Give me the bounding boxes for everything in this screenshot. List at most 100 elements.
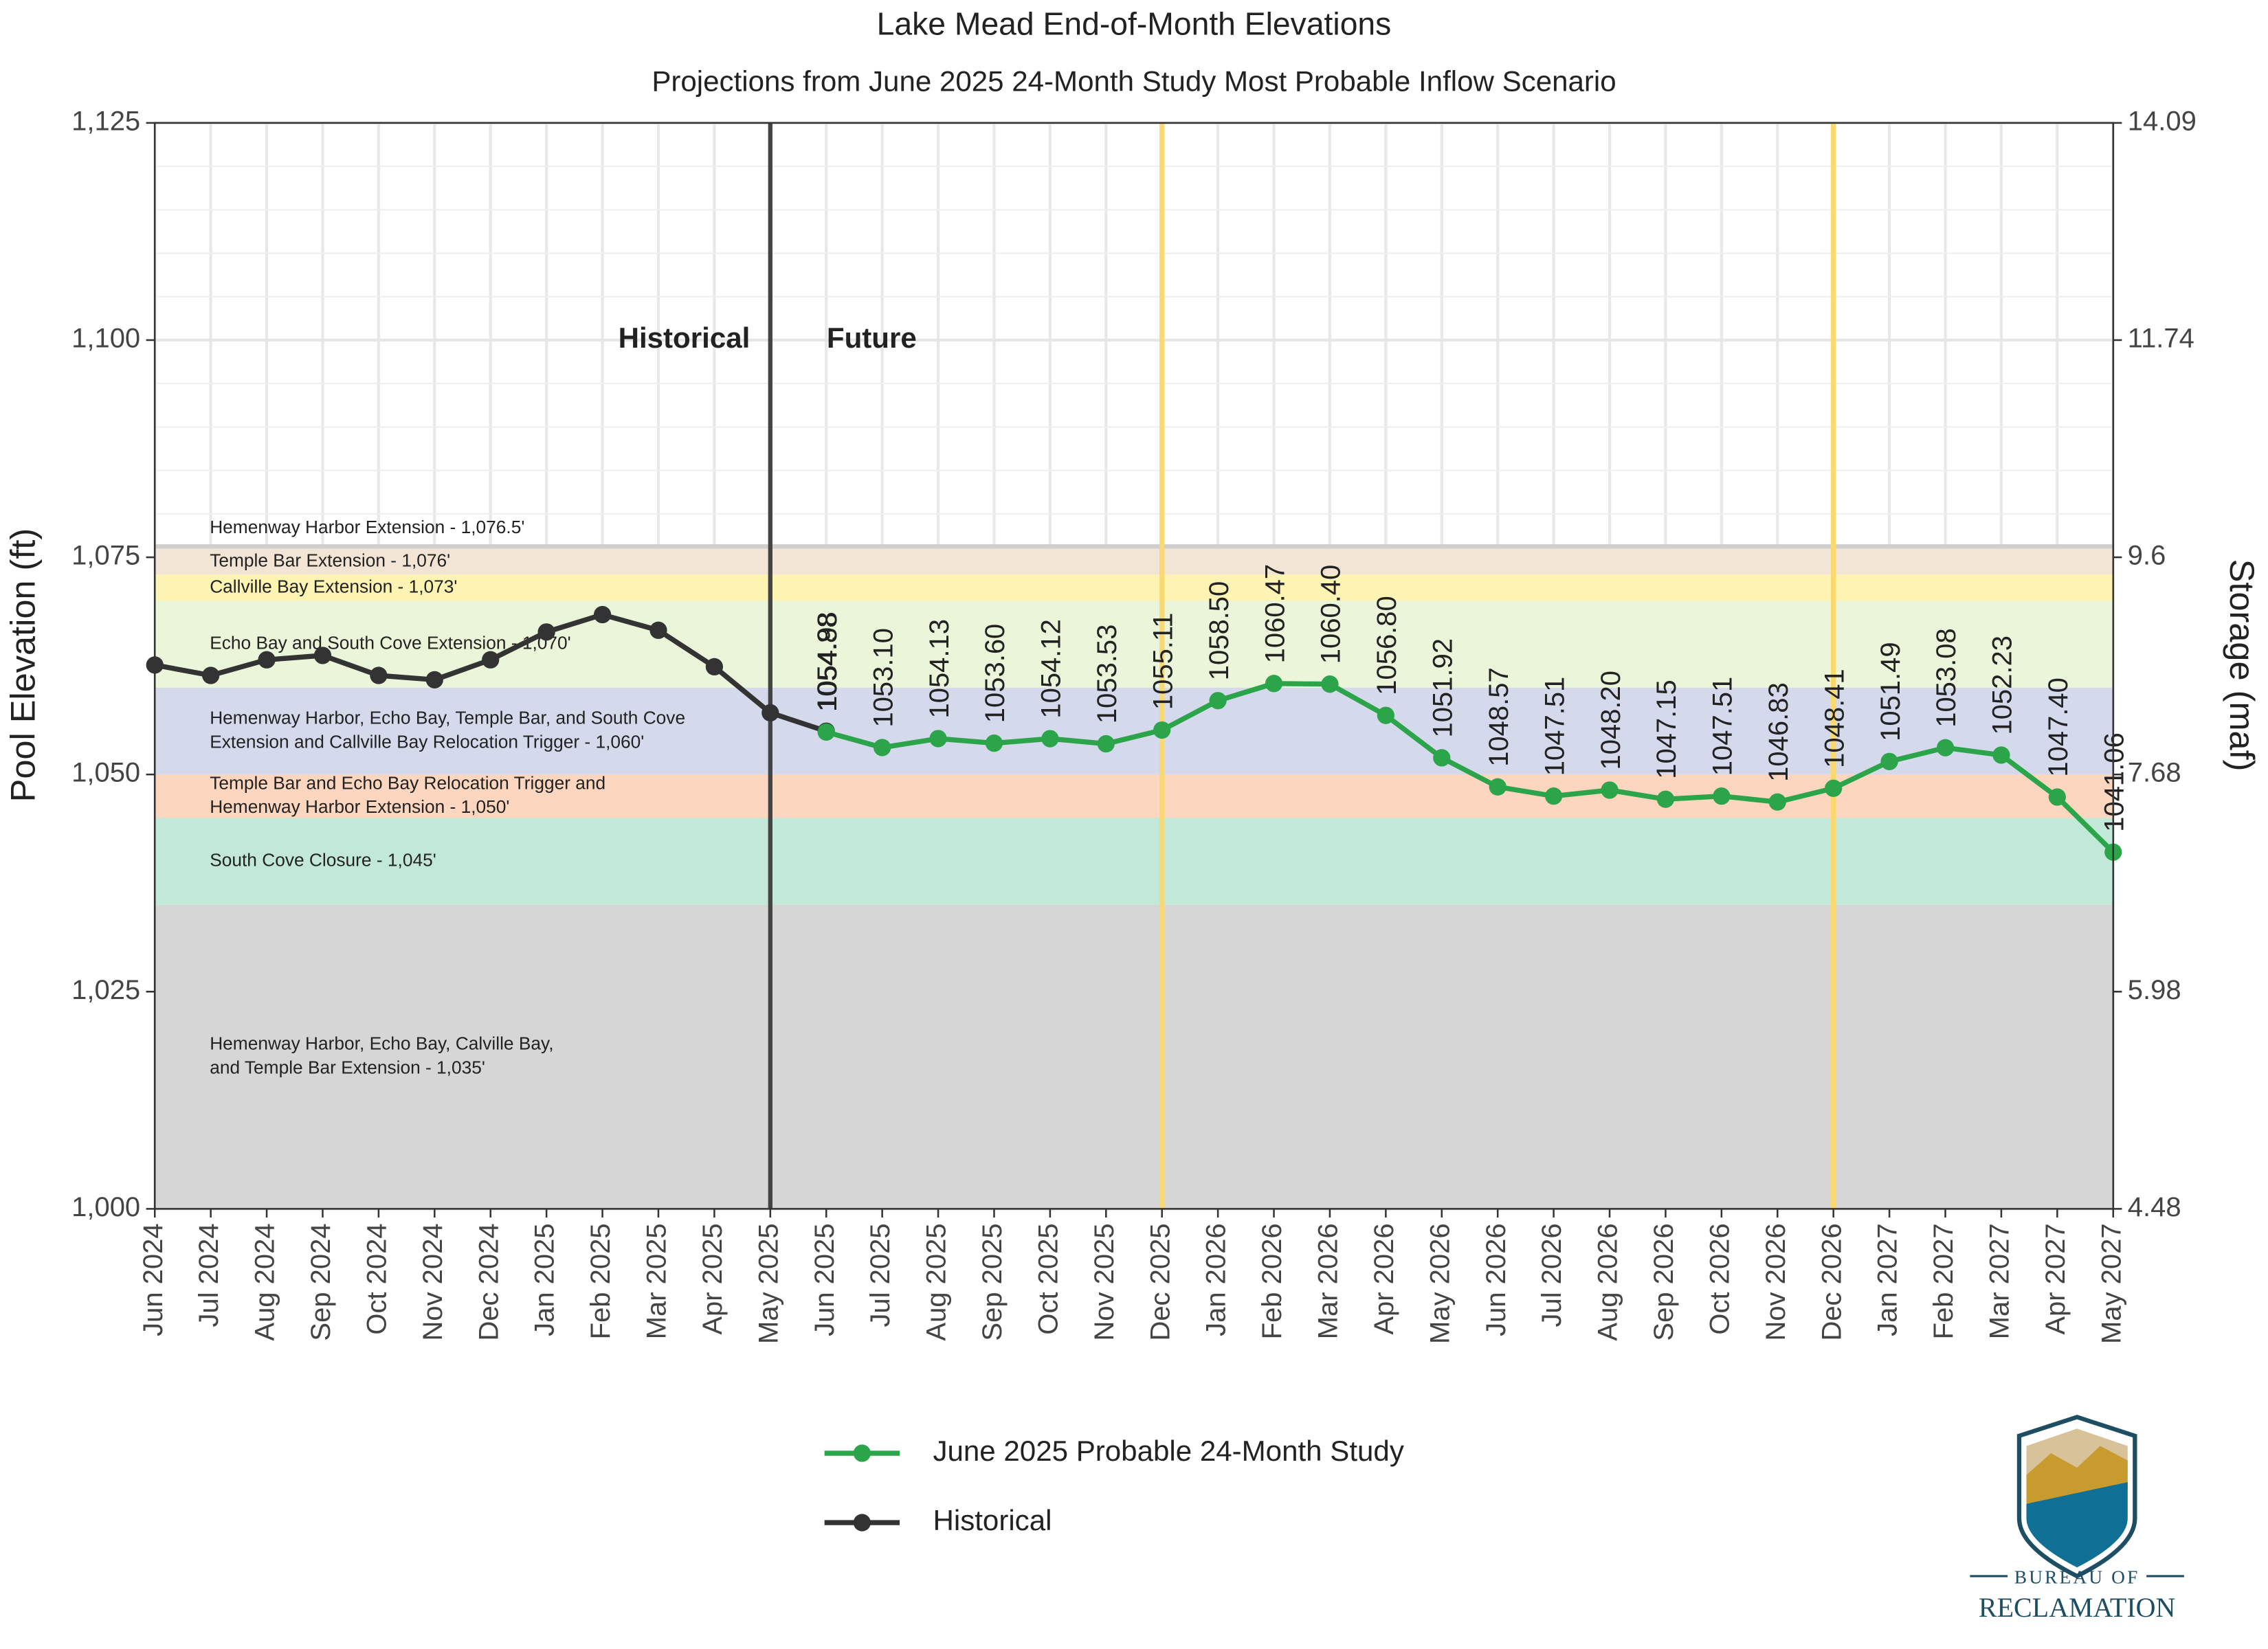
x-tick-label: Nov 2026: [1761, 1223, 1791, 1340]
x-tick-label: Feb 2027: [1928, 1223, 1959, 1339]
x-tick-label: Jul 2024: [194, 1223, 224, 1327]
legend-marker: [853, 1444, 871, 1462]
zone-label: South Cove Closure - 1,045': [210, 850, 436, 871]
data-label: 1046.83: [1764, 682, 1794, 781]
x-tick-label: Aug 2024: [250, 1223, 280, 1340]
series-point: [817, 723, 835, 741]
data-label: 1058.50: [1204, 581, 1234, 680]
series-point: [1713, 787, 1731, 805]
x-tick-label: Aug 2025: [922, 1223, 952, 1340]
x-tick-label: Sep 2024: [306, 1223, 336, 1340]
x-tick-label: Jan 2027: [1873, 1223, 1903, 1336]
y2-tick-label: 7.68: [2128, 758, 2181, 788]
series-point: [1209, 692, 1227, 710]
x-tick-label: Jun 2024: [138, 1223, 168, 1336]
x-tick-label: May 2025: [753, 1223, 783, 1344]
series-line: [825, 681, 2115, 854]
zone-label: Echo Bay and South Cove Extension - 1,07…: [210, 632, 570, 653]
data-label: 1047.51: [1539, 677, 1570, 776]
series-point: [1656, 790, 1675, 808]
x-tick-label: Oct 2024: [362, 1223, 392, 1334]
series-point: [370, 666, 388, 684]
data-label: 1048.41: [1819, 669, 1849, 767]
data-label: 1051.92: [1428, 638, 1458, 737]
data-label: 1054.98: [812, 612, 843, 710]
x-tick-label: Nov 2024: [418, 1223, 448, 1340]
zone-label: Callville Bay Extension - 1,073': [210, 576, 457, 596]
x-tick-label: Apr 2025: [698, 1223, 728, 1334]
series-point: [985, 734, 1003, 752]
series-point: [537, 623, 555, 641]
series-point: [1377, 706, 1394, 724]
y2-axis-label: Storage (maf): [2223, 559, 2262, 772]
series-point: [593, 605, 612, 624]
annotation: Historical: [619, 322, 751, 354]
data-label: 1052.23: [1988, 636, 2018, 734]
y-tick-label: 1,000: [71, 1192, 140, 1222]
x-tick-label: Jun 2025: [810, 1223, 840, 1336]
data-label: 1054.12: [1036, 619, 1067, 718]
series-point: [1601, 781, 1619, 799]
y2-tick-label: 4.48: [2128, 1192, 2181, 1222]
zone-label: Hemenway Harbor Extension - 1,050': [210, 796, 509, 817]
data-label: 1048.57: [1484, 667, 1514, 766]
series-point: [1321, 675, 1339, 693]
series-point: [1768, 793, 1786, 811]
data-label: 1051.49: [1876, 642, 1906, 741]
data-label: 1047.40: [2043, 677, 2074, 776]
zone-band: [155, 574, 2113, 601]
data-label: 1048.20: [1596, 671, 1626, 770]
series-point: [258, 651, 276, 669]
x-tick-label: Jul 2026: [1537, 1223, 1567, 1327]
chart-subtitle: Projections from June 2025 24-Month Stud…: [652, 65, 1616, 98]
series-point: [1153, 721, 1171, 739]
x-tick-label: Sep 2026: [1649, 1223, 1679, 1340]
y-tick-label: 1,075: [71, 541, 140, 571]
data-label: 1060.40: [1316, 565, 1346, 664]
data-label: 1055.11: [1148, 613, 1178, 710]
y2-tick-label: 9.6: [2128, 541, 2166, 571]
data-label: 1054.88: [812, 613, 843, 712]
x-tick-label: Jan 2025: [530, 1223, 560, 1336]
x-tick-label: Aug 2026: [1593, 1223, 1623, 1340]
series-point: [1544, 787, 1563, 805]
series-point: [1265, 675, 1283, 693]
series-point: [705, 658, 724, 676]
data-label: 1053.53: [1092, 625, 1122, 723]
y2-tick-label: 5.98: [2128, 975, 2181, 1005]
x-tick-label: Oct 2026: [1704, 1223, 1735, 1334]
x-tick-label: Mar 2027: [1984, 1223, 2014, 1339]
zone-band: [155, 818, 2113, 905]
series-point: [313, 647, 332, 664]
y-tick-label: 1,125: [71, 106, 140, 136]
zone-band: [155, 544, 2113, 549]
series-point: [1936, 739, 1955, 756]
series-point: [1489, 778, 1507, 796]
logo: BUREAU OF RECLAMATION: [1970, 1415, 2184, 1623]
data-label: 1053.08: [1931, 628, 1961, 727]
zone-band: [155, 687, 2113, 775]
x-tick-label: Feb 2025: [586, 1223, 616, 1339]
zone-label: Temple Bar Extension - 1,076': [210, 550, 450, 570]
zone-label: Hemenway Harbor, Echo Bay, Calville Bay,: [210, 1033, 553, 1054]
x-tick-label: Jul 2025: [865, 1223, 896, 1327]
x-tick-label: Feb 2026: [1257, 1223, 1287, 1339]
x-tick-label: Oct 2025: [1033, 1223, 1063, 1334]
x-tick-label: Apr 2026: [1369, 1223, 1399, 1334]
zone-band: [155, 601, 2113, 688]
data-label: 1054.13: [924, 619, 955, 718]
data-label: 1053.60: [980, 624, 1010, 723]
y2-tick-label: 14.09: [2128, 106, 2197, 136]
y-tick-label: 1,100: [71, 324, 140, 354]
x-tick-label: Jun 2026: [1481, 1223, 1511, 1336]
logo-water: [2026, 1482, 2128, 1568]
x-tick-label: May 2026: [1425, 1223, 1455, 1344]
zone-label: Hemenway Harbor Extension - 1,076.5': [210, 517, 524, 537]
y-tick-label: 1,050: [71, 758, 140, 788]
legend-label: June 2025 Probable 24-Month Study: [933, 1435, 1403, 1467]
zone-label: and Temple Bar Extension - 1,035': [210, 1057, 485, 1077]
series-point: [1433, 749, 1451, 767]
zone-band: [155, 774, 2113, 818]
series-point: [202, 666, 220, 684]
x-tick-label: Dec 2024: [474, 1223, 504, 1340]
